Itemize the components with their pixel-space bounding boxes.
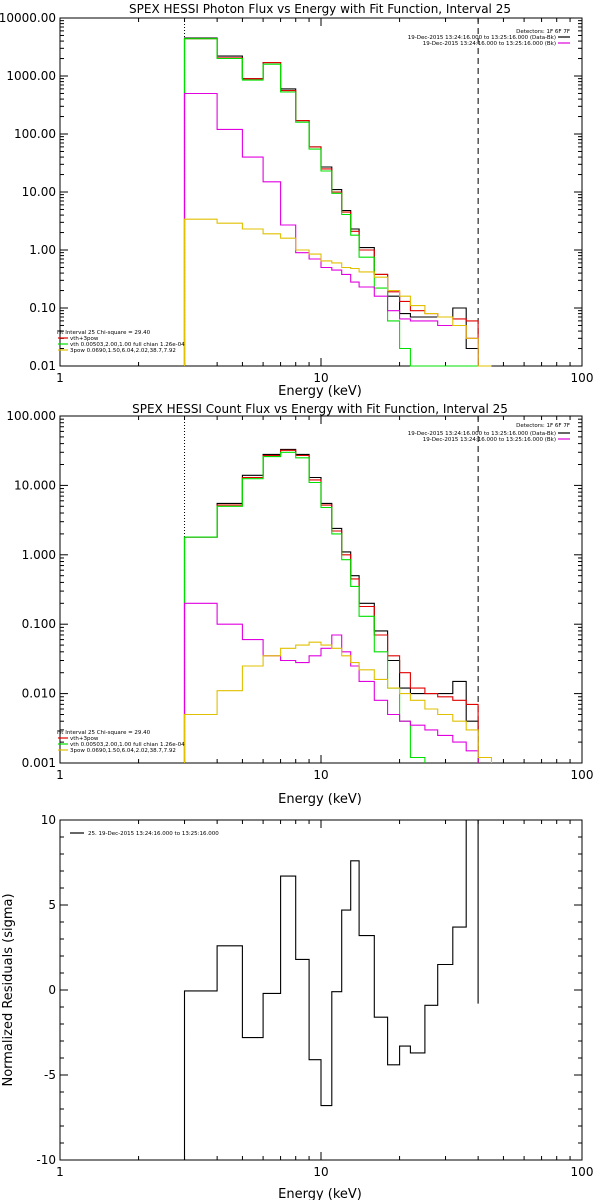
- legend-left-entry: vth 0.00503,2.00,1.00 full chian 1.26e-0…: [70, 742, 185, 748]
- series-red-line: [183, 449, 479, 763]
- legend-right-entry: 19-Dec-2015 13:24:16.000 to 13:25:16.000…: [423, 41, 556, 47]
- detectors-label: Detectors: 1F 6F 7F: [516, 423, 570, 429]
- chart-title: SPEX HESSI Photon Flux vs Energy with Fi…: [129, 2, 511, 16]
- y-tick-label: 100.000: [6, 409, 56, 423]
- series-yellow-line: [183, 641, 493, 763]
- y-tick-label: 1000.00: [6, 69, 56, 83]
- series-green-line: [183, 451, 426, 763]
- series-black-line: [183, 819, 479, 1160]
- plot-frame: [59, 819, 583, 1161]
- y-tick-label: 0.010: [22, 687, 56, 701]
- x-tick-label: 1: [56, 1165, 64, 1179]
- y-tick-label: 5: [48, 898, 56, 912]
- x-tick-label: 1: [56, 768, 64, 782]
- y-tick-label: 1.00: [29, 243, 56, 257]
- x-tick-label: 10: [313, 768, 328, 782]
- y-tick-label: 10: [41, 813, 56, 827]
- x-tick-label: 1: [56, 371, 64, 385]
- legend-right-entry: 19-Dec-2015 13:24:16.000 to 13:25:16.000…: [408, 431, 556, 437]
- count-flux-panel: SPEX HESSI Count Flux vs Energy with Fit…: [6, 402, 593, 807]
- x-tick-label: 10: [313, 1165, 328, 1179]
- residuals-panel: 1 10 100 10 5 0 -5 -10 25. 19-Dec-2015 13:24:16…: [1, 813, 593, 1200]
- legend-left-entry: vth+3pow: [70, 736, 99, 742]
- y-tick-label: 10.00: [22, 185, 56, 199]
- x-axis-label: Energy (keV): [278, 792, 362, 807]
- legend-left-entry: 25. 19-Dec-2015 13:24:16.000 to 13:25:16…: [88, 831, 219, 837]
- y-tick-label: 100.00: [14, 127, 56, 141]
- x-tick-label: 100: [571, 371, 594, 385]
- chart-title: SPEX HESSI Count Flux vs Energy with Fit…: [132, 402, 508, 416]
- legend-left-entry: 3pow 0.0690,1.50,6.04,2.02,38.7,7.92: [70, 348, 176, 354]
- detectors-label: Detectors: 1F 6F 7F: [516, 29, 570, 35]
- plot-frame: [59, 17, 583, 367]
- legend-left-entry: Fit Interval 25 Chi-square = 29.40: [57, 730, 151, 736]
- legend-left-entry: vth 0.00503,2.00,1.00 full chian 1.26e-0…: [70, 342, 185, 348]
- y-tick-label: 0.10: [29, 301, 56, 315]
- series-black-line: [183, 448, 479, 763]
- legend-left-entry: Fit Interval 25 Chi-square = 29.40: [57, 330, 151, 336]
- series-magenta-line: [183, 92, 479, 366]
- x-axis-label: Energy (keV): [278, 1187, 362, 1200]
- x-tick-label: 10: [313, 371, 328, 385]
- y-tick-label: 0.100: [22, 617, 56, 631]
- legend-left-entry: vth+3pow: [70, 336, 99, 342]
- legend-right-entry: 19-Dec-2015 13:24:16.000 to 13:25:16.000…: [408, 35, 556, 41]
- y-tick-label: -5: [44, 1068, 56, 1082]
- y-tick-label: -10: [36, 1153, 56, 1167]
- legend-right-entry: 19-Dec-2015 13:24:16.000 to 13:25:16.000…: [423, 437, 556, 443]
- y-tick-label: 0: [48, 983, 56, 997]
- photon-flux-panel: SPEX HESSI Photon Flux vs Energy with Fi…: [0, 2, 593, 399]
- series-yellow-line: [183, 218, 492, 367]
- y-axis-label: Normalized Residuals (sigma): [1, 893, 16, 1086]
- series-black-line: [183, 37, 479, 366]
- plot-frame: [59, 415, 583, 764]
- x-tick-label: 100: [571, 1165, 594, 1179]
- y-tick-label: 0.001: [22, 756, 56, 770]
- series-magenta-line: [183, 602, 479, 763]
- series-green-line: [183, 38, 479, 367]
- y-tick-label: 10000.00: [0, 11, 56, 25]
- legend-left-entry: 3pow 0.0690,1.50,6.04,2.02,38.7,7.92: [70, 748, 176, 754]
- y-tick-label: 1.000: [22, 548, 56, 562]
- y-tick-label: 10.000: [14, 478, 56, 492]
- y-tick-label: 0.01: [29, 359, 56, 373]
- x-axis-label: Energy (keV): [278, 384, 362, 399]
- x-tick-label: 100: [571, 768, 594, 782]
